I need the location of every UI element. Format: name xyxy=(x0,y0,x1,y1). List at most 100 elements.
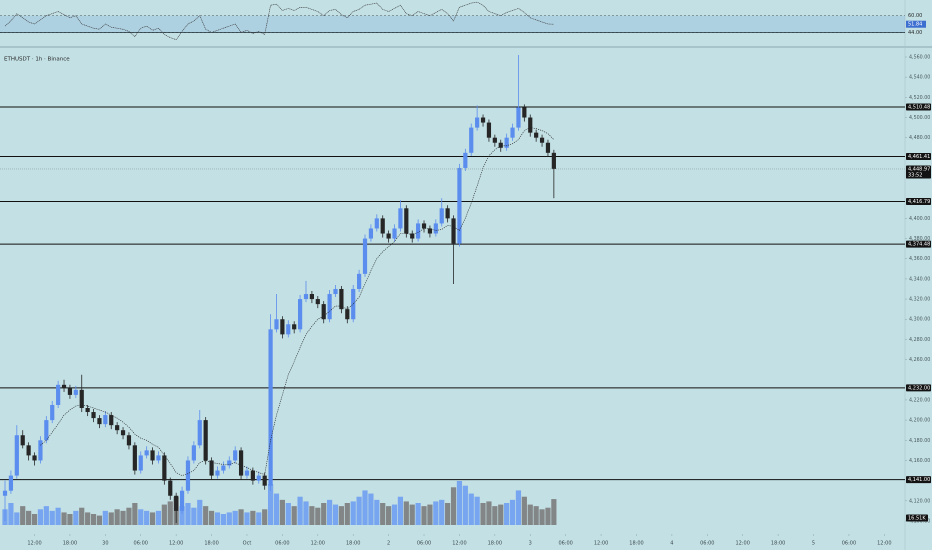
y-tick-label: 4,340.00 xyxy=(909,276,930,282)
candle-body xyxy=(410,233,415,239)
candle-body xyxy=(268,329,273,486)
candle-body xyxy=(109,415,114,426)
y-tick-label: 4,120.00 xyxy=(909,498,930,504)
candle-body xyxy=(20,435,25,446)
x-tick-label: 06:00 xyxy=(842,541,856,547)
candle-body xyxy=(345,309,350,320)
volume-bar xyxy=(126,507,132,525)
candle-body xyxy=(439,208,444,224)
x-tick-label: 30 xyxy=(102,541,108,547)
candle-body xyxy=(327,294,332,320)
x-tick-label: 06:00 xyxy=(275,541,289,547)
volume-bar xyxy=(450,487,457,525)
candle-body xyxy=(26,445,31,456)
x-tick-label: 06:00 xyxy=(134,541,148,547)
rsi-level-label: 60.00 xyxy=(908,13,922,19)
x-tick-label: Oct xyxy=(243,541,252,547)
y-tick-label: 4,200.00 xyxy=(909,418,930,424)
volume-bar xyxy=(498,504,504,525)
x-tick-label: 12:00 xyxy=(594,541,608,547)
candle-body xyxy=(398,208,403,229)
volume-bar xyxy=(468,493,474,525)
volume-bar xyxy=(285,503,291,525)
candle-body xyxy=(79,389,84,409)
candle-body xyxy=(150,450,155,461)
x-tick-label: 5 xyxy=(812,541,815,547)
volume-bar xyxy=(90,514,97,525)
volume-bar xyxy=(332,504,339,525)
candle-body xyxy=(56,384,61,405)
level-box-label: 4,232.00 xyxy=(908,385,930,391)
volume-bar xyxy=(55,507,61,525)
x-tick-label: 12:00 xyxy=(452,541,466,547)
x-tick-label: 12:00 xyxy=(27,541,41,547)
level-box: 4,141.00 xyxy=(906,476,931,484)
candle-body xyxy=(297,299,303,330)
candle-body xyxy=(392,228,397,239)
candle-body xyxy=(126,435,132,446)
volume-bar xyxy=(315,507,321,525)
volume-bar xyxy=(303,501,309,525)
y-tick-label: 4,160.00 xyxy=(909,458,930,464)
volume-bar xyxy=(244,512,250,525)
candle-body xyxy=(492,137,497,143)
candle-body xyxy=(44,420,49,441)
candle-body xyxy=(522,107,527,118)
x-tick-label: 18:00 xyxy=(204,541,218,547)
volume-bar xyxy=(527,504,533,525)
candle-body xyxy=(162,455,167,481)
volume-bar xyxy=(132,503,138,525)
candle-body xyxy=(185,460,191,491)
candle-body xyxy=(551,152,556,169)
volume-bar xyxy=(96,515,103,525)
candle-body xyxy=(333,288,338,295)
volume-bar xyxy=(492,506,498,525)
rsi-level-label: 44.00 xyxy=(908,30,922,36)
volume-bar xyxy=(551,499,557,525)
y-tick-label: 4,280.00 xyxy=(909,337,930,343)
x-tick-label: 18:00 xyxy=(771,541,785,547)
candle-body xyxy=(174,495,179,511)
x-tick-label: 12:00 xyxy=(877,541,891,547)
rsi-current-bg xyxy=(906,20,926,28)
countdown: 33:52 xyxy=(908,172,922,178)
volume-bar xyxy=(273,493,280,525)
volume-bar xyxy=(504,503,510,525)
volume-bar xyxy=(374,499,380,525)
candle-body xyxy=(156,455,161,461)
volume-bar xyxy=(155,510,162,525)
candle-body xyxy=(309,294,314,300)
volume-bar xyxy=(427,504,433,525)
volume-bar xyxy=(474,496,480,525)
volume-bar xyxy=(380,503,386,525)
volume-bar xyxy=(37,509,44,525)
volume-bar xyxy=(161,504,167,525)
volume-bar xyxy=(509,499,516,525)
level-box-bg xyxy=(906,476,931,484)
volume-bar xyxy=(409,504,415,525)
x-tick-label: 4 xyxy=(670,541,673,547)
candle-body xyxy=(221,465,226,471)
x-tick-label: 06:00 xyxy=(700,541,714,547)
candle-body xyxy=(2,490,8,496)
candle-body xyxy=(138,455,143,471)
x-tick-label: 18:00 xyxy=(488,541,502,547)
y-tick-label: 4,380.00 xyxy=(909,236,930,242)
volume-bar xyxy=(232,510,238,525)
volume-box: 16.51K xyxy=(906,514,928,522)
volume-bar xyxy=(344,503,350,525)
candle-body xyxy=(427,228,433,234)
volume-bar xyxy=(386,506,392,525)
candle-body xyxy=(73,389,78,395)
candle-body xyxy=(510,127,515,138)
candle-body xyxy=(315,299,320,305)
candle-body xyxy=(357,273,362,289)
level-box-label: 4,374.48 xyxy=(908,242,930,248)
candle-body xyxy=(280,319,285,335)
candle-body xyxy=(486,122,492,138)
candle-body xyxy=(8,475,14,491)
candle-body xyxy=(539,137,545,143)
volume-bar xyxy=(368,493,374,525)
